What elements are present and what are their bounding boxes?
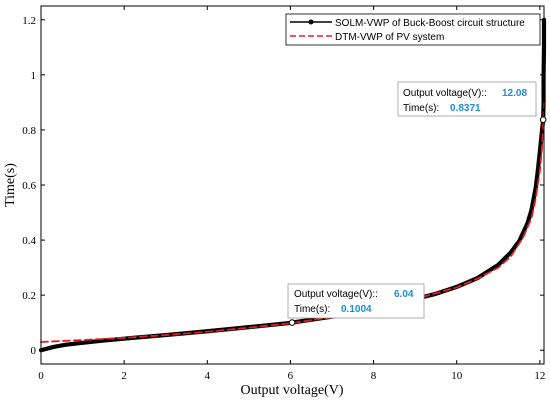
datatip-point [288,319,296,326]
x-tick-label: 10 [451,370,463,382]
y-tick-label: 1 [31,70,37,82]
legend-label-dtm: DTM-VWP of PV system [335,32,444,43]
y-axis-label: Time(s) [3,163,18,207]
datatip-2-box [397,81,537,117]
x-axis-label: Output voltage(V) [240,383,343,398]
datatip-1: Output voltage(V):: 6.04 Time(s): 0.1004 [287,283,425,319]
datatip-1-label-x: Output voltage(V):: [294,289,378,300]
y-tick-label: 0.6 [22,180,36,192]
legend-box [285,13,541,46]
y-tick-label: 1.2 [22,15,36,27]
series-line-dtm [40,101,545,343]
plot-frame [40,5,545,365]
y-tick-label: 0 [31,345,37,357]
x-tick-label: 0 [38,370,44,382]
datatip-2-label-y: Time(s): [403,103,439,114]
datatip-2: Output voltage(V):: 12.08 Time(s): 0.837… [397,81,537,117]
datatip-1-box [287,283,425,319]
legend-label-solm: SOLM-VWP of Buck-Boost circuit structure [335,18,525,29]
x-tick-label: 8 [371,370,377,382]
series-layer [38,17,547,353]
datatip-1-value-y: 0.1004 [341,304,372,315]
datatip-points [288,116,547,326]
legend-marker-solm [308,19,314,25]
x-tick-label: 2 [121,370,127,382]
ticks-layer: 0 2 4 6 8 10 12 0 0.2 0.4 0.6 0.8 1 1.2 [22,6,545,382]
x-tick-label: 4 [205,370,211,382]
datatip-2-label-x: Output voltage(V):: [403,88,487,99]
legend: SOLM-VWP of Buck-Boost circuit structure… [285,13,541,46]
datatip-1-label-y: Time(s): [294,304,330,315]
y-tick-label: 0.4 [22,235,36,247]
datatip-2-value-y: 0.8371 [450,103,481,114]
y-tick-label: 0.8 [22,125,36,137]
datatip-2-value-x: 12.08 [502,88,527,99]
datatip-1-value-x: 6.04 [394,289,414,300]
x-tick-label: 6 [288,370,294,382]
y-tick-label: 0.2 [22,290,36,302]
x-tick-label: 12 [534,370,545,382]
datatip-point [539,116,547,124]
